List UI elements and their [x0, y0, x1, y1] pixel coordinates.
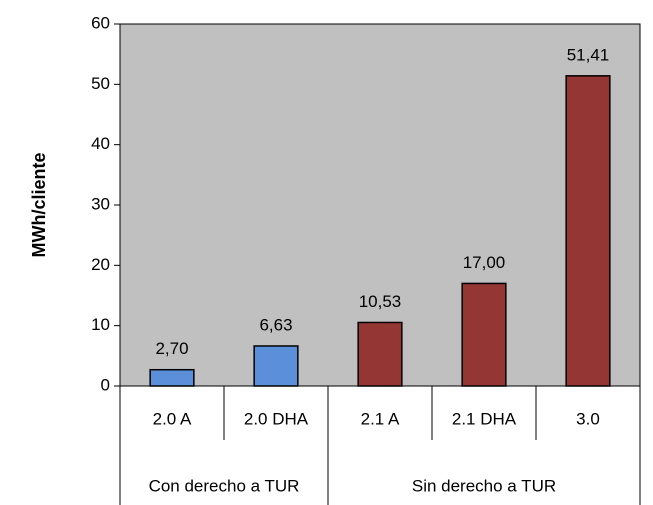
y-tick-label: 60	[91, 13, 110, 32]
value-label: 10,53	[359, 292, 402, 311]
x-tick-label: 2.1 DHA	[452, 409, 517, 428]
bar	[357, 321, 403, 387]
bar	[253, 345, 299, 387]
group-label: Sin derecho a TUR	[412, 476, 556, 495]
y-tick-label: 30	[91, 194, 110, 213]
value-label: 17,00	[463, 253, 506, 272]
y-tick-label: 50	[91, 74, 110, 93]
value-label: 2,70	[155, 339, 188, 358]
value-label: 6,63	[259, 315, 292, 334]
y-tick-label: 10	[91, 315, 110, 334]
bar	[149, 368, 195, 387]
y-axis-label: MWh/cliente	[29, 152, 49, 257]
bar	[461, 282, 507, 387]
value-label: 51,41	[567, 45, 610, 64]
bar	[565, 75, 611, 387]
group-label: Con derecho a TUR	[149, 476, 300, 495]
x-tick-label: 2.0 A	[153, 409, 192, 428]
x-tick-label: 3.0	[576, 409, 600, 428]
y-tick-label: 20	[91, 255, 110, 274]
x-tick-label: 2.0 DHA	[244, 409, 309, 428]
x-tick-label: 2.1 A	[361, 409, 400, 428]
y-tick-label: 0	[101, 375, 110, 394]
y-tick-label: 40	[91, 134, 110, 153]
